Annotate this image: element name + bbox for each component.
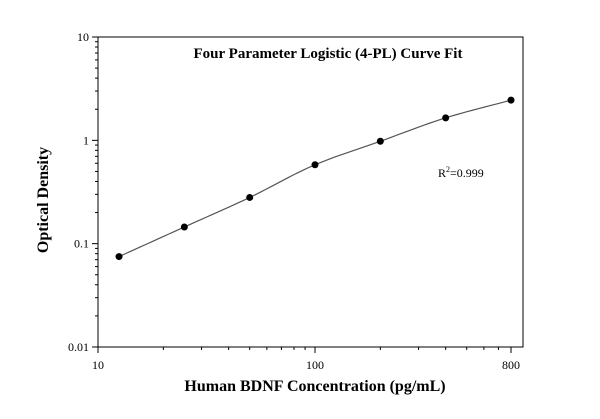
chart-title: Four Parameter Logistic (4-PL) Curve Fit [194,46,463,62]
data-points-layer [115,96,515,261]
r2-value: =0.999 [450,166,484,180]
y-axis: 0.01 0.1 1 10 [68,30,98,354]
data-point [246,193,254,201]
x-axis: 10 100 800 [92,347,520,372]
y-axis-title: Optical Density [35,147,52,253]
r2-superscript: 2 [446,165,450,174]
data-point [311,161,319,169]
r2-annotation: R2=0.999 [438,165,484,180]
plot-frame [97,36,524,348]
y-tick-label: 0.1 [74,237,89,251]
data-point [507,96,515,104]
x-axis-title: Human BDNF Concentration (pg/mL) [184,378,445,395]
data-point [376,137,384,145]
y-tick-label: 10 [77,30,89,44]
r2-prefix: R [438,166,446,180]
x-tick-label: 10 [92,358,104,372]
x-tick-label: 100 [306,358,324,372]
y-tick-label: 1 [83,133,89,147]
plot-border [97,36,524,348]
x-tick-label: 800 [502,358,520,372]
data-point [115,253,123,261]
y-tick-label: 0.01 [68,340,89,354]
data-point [180,223,188,231]
data-point [442,114,450,122]
